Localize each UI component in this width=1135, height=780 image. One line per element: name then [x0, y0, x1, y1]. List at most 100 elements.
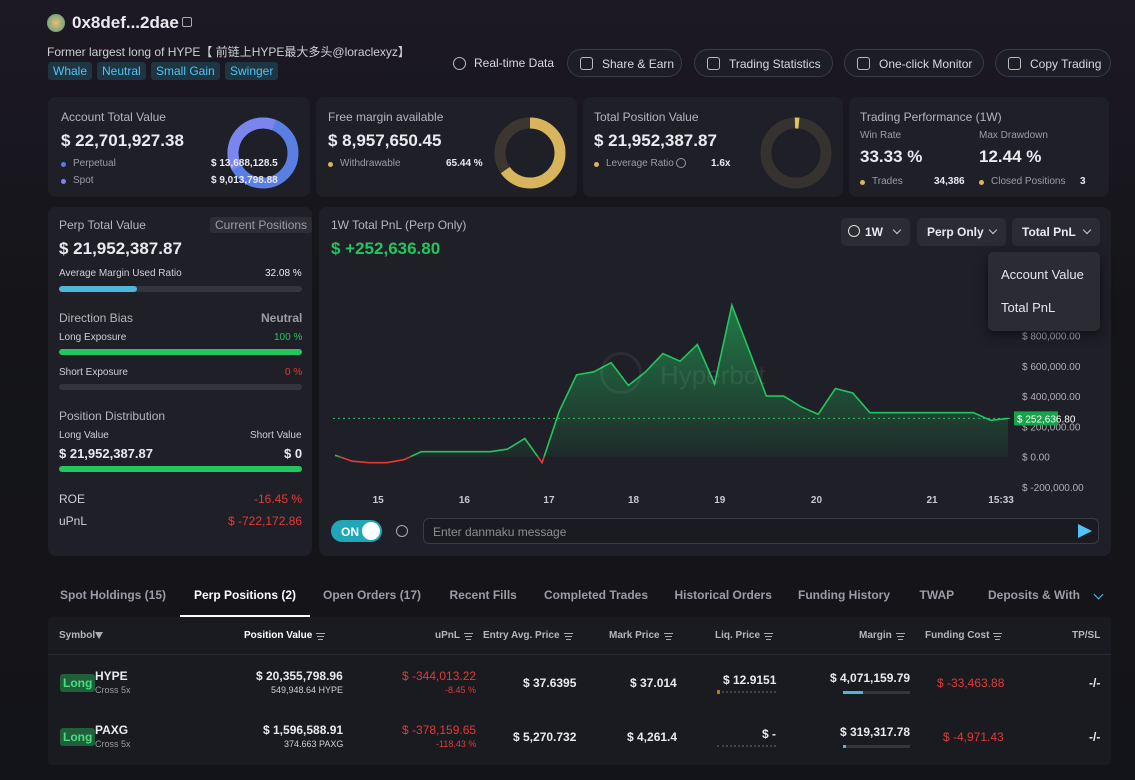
cell: $ 1,596,588.91	[263, 723, 344, 737]
action-icon	[1008, 57, 1021, 70]
tab[interactable]: Funding History	[798, 588, 890, 602]
value: $ 0	[284, 446, 303, 461]
row-label: Closed Positions	[991, 176, 1066, 187]
donut-withdrawable	[494, 117, 566, 189]
x-tick-label: 19	[714, 495, 726, 506]
label: Long Exposure	[59, 332, 127, 343]
column-header[interactable]: Mark Price	[609, 630, 660, 641]
action-button[interactable]: Trading Statistics	[694, 49, 833, 77]
row-label: Leverage Ratio	[606, 158, 674, 169]
row-value: 1.6x	[711, 158, 731, 169]
sort-icon	[317, 636, 324, 637]
x-tick-label: 16	[459, 495, 471, 506]
danmaku-input[interactable]: Enter danmaku message	[423, 518, 1099, 544]
tag: Whale	[48, 62, 93, 80]
tab[interactable]: Completed Trades	[544, 588, 649, 602]
dropdown-item[interactable]: Total PnL	[1001, 300, 1056, 315]
value: -16.45 %	[254, 492, 303, 506]
tab[interactable]: Open Orders (17)	[323, 588, 422, 602]
symbol: HYPE	[95, 669, 128, 683]
watermark: Hyperbot	[660, 360, 766, 390]
sort-icon	[765, 636, 772, 637]
label: Max Drawdown	[979, 130, 1048, 141]
row-value: $ 9,013,798.88	[211, 175, 278, 186]
action-button[interactable]: Real-time Data	[474, 56, 555, 70]
action-icon	[857, 57, 870, 70]
toggle-label: ON	[341, 525, 359, 539]
column-header[interactable]: Funding Cost	[925, 630, 990, 641]
cell: $ 12.9151	[723, 673, 777, 687]
control-button[interactable]: Total PnL	[1012, 218, 1100, 246]
tab[interactable]: Perp Positions (2)	[194, 588, 297, 602]
dropdown-item[interactable]: Account Value	[1001, 267, 1084, 282]
copy-icon[interactable]	[182, 17, 192, 27]
y-tick-label: $ 800,000.00	[1022, 331, 1081, 342]
bar-fill	[59, 349, 302, 355]
sort-icon	[464, 633, 473, 634]
column-header[interactable]: Position Value	[244, 630, 313, 641]
margin-track	[843, 691, 910, 694]
label: Short Value	[250, 430, 302, 441]
tab[interactable]: Deposits & Withdr	[988, 588, 1080, 602]
sort-icon	[564, 633, 573, 634]
tag: Neutral	[97, 62, 146, 80]
liq-gauge	[717, 745, 776, 747]
x-tick-label: 21	[927, 495, 939, 506]
cell: $ 20,355,798.96	[256, 669, 343, 683]
control-button[interactable]: Perp Only	[917, 218, 1006, 246]
legend-dot	[61, 162, 66, 167]
mode: Cross 5x	[95, 739, 131, 749]
donut-bg	[760, 117, 832, 189]
label: ROE	[59, 492, 86, 506]
tab[interactable]: TWAP	[919, 588, 955, 602]
x-tick-label: 15	[373, 495, 385, 506]
bar-fill	[59, 286, 137, 292]
sort-icon	[896, 633, 905, 634]
mode: Cross 5x	[95, 685, 131, 695]
chart-title: 1W Total PnL (Perp Only)	[331, 218, 467, 232]
cell: $ -344,013.22	[402, 669, 477, 683]
action-button[interactable]: Share & Earn	[567, 49, 682, 77]
perp-panel	[48, 207, 312, 556]
bar-track	[59, 286, 302, 292]
action-button[interactable]: One-click Monitor	[844, 49, 984, 77]
row-label: Spot	[73, 175, 94, 186]
description: Former largest long of HYPE【 前链上HYPE最大多头…	[47, 45, 410, 59]
y-tick-label: $ -200,000.00	[1022, 483, 1084, 494]
cell: -/-	[1089, 676, 1101, 690]
card-title: Total Position Value	[594, 110, 699, 124]
column-header[interactable]: Margin	[859, 630, 892, 641]
tab-underline	[180, 615, 310, 617]
panel-title: Perp Total Value	[59, 218, 146, 232]
tab[interactable]: Spot Holdings (15)	[60, 588, 166, 602]
row-value: 34,386	[934, 176, 965, 187]
card-title: Trading Performance (1W)	[860, 110, 1002, 124]
legend-dot	[328, 162, 333, 167]
cell: -118.43 %	[436, 739, 477, 749]
cell: $ 319,317.78	[840, 725, 911, 739]
action-button[interactable]: Copy Trading	[995, 49, 1111, 77]
column-header[interactable]: Symbol	[59, 630, 96, 641]
column-header[interactable]: TP/SL	[1072, 630, 1101, 641]
help-icon	[676, 158, 686, 168]
card-title: Free margin available	[328, 110, 444, 124]
value: 12.44 %	[979, 147, 1042, 166]
side-badge: Long	[60, 674, 96, 692]
x-tick-label: 18	[628, 495, 640, 506]
legend-dot	[860, 180, 865, 185]
value: $ 21,952,387.87	[59, 446, 153, 461]
liq-gauge	[717, 691, 776, 693]
tab[interactable]: Historical Orders	[674, 588, 772, 602]
sort-icon	[466, 639, 471, 640]
column-header[interactable]: Liq. Price	[715, 630, 761, 641]
sort-icon	[565, 636, 572, 637]
filter-icon	[95, 632, 103, 639]
y-tick-label: $ 200,000.00	[1022, 422, 1081, 433]
avatar	[47, 14, 65, 32]
value: $ -722,172.86	[228, 514, 303, 528]
column-header[interactable]: uPnL	[435, 630, 460, 641]
row-label: Trades	[872, 176, 903, 187]
sort-icon	[465, 636, 472, 637]
tab[interactable]: Recent Fills	[449, 588, 517, 602]
column-header[interactable]: Entry Avg. Price	[483, 630, 560, 641]
